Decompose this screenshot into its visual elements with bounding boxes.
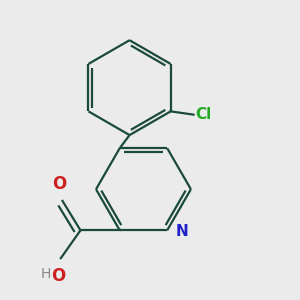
Text: O: O xyxy=(52,175,66,193)
Text: Cl: Cl xyxy=(195,107,212,122)
Text: O: O xyxy=(51,267,65,285)
Text: N: N xyxy=(176,224,188,239)
Text: H: H xyxy=(41,267,51,281)
